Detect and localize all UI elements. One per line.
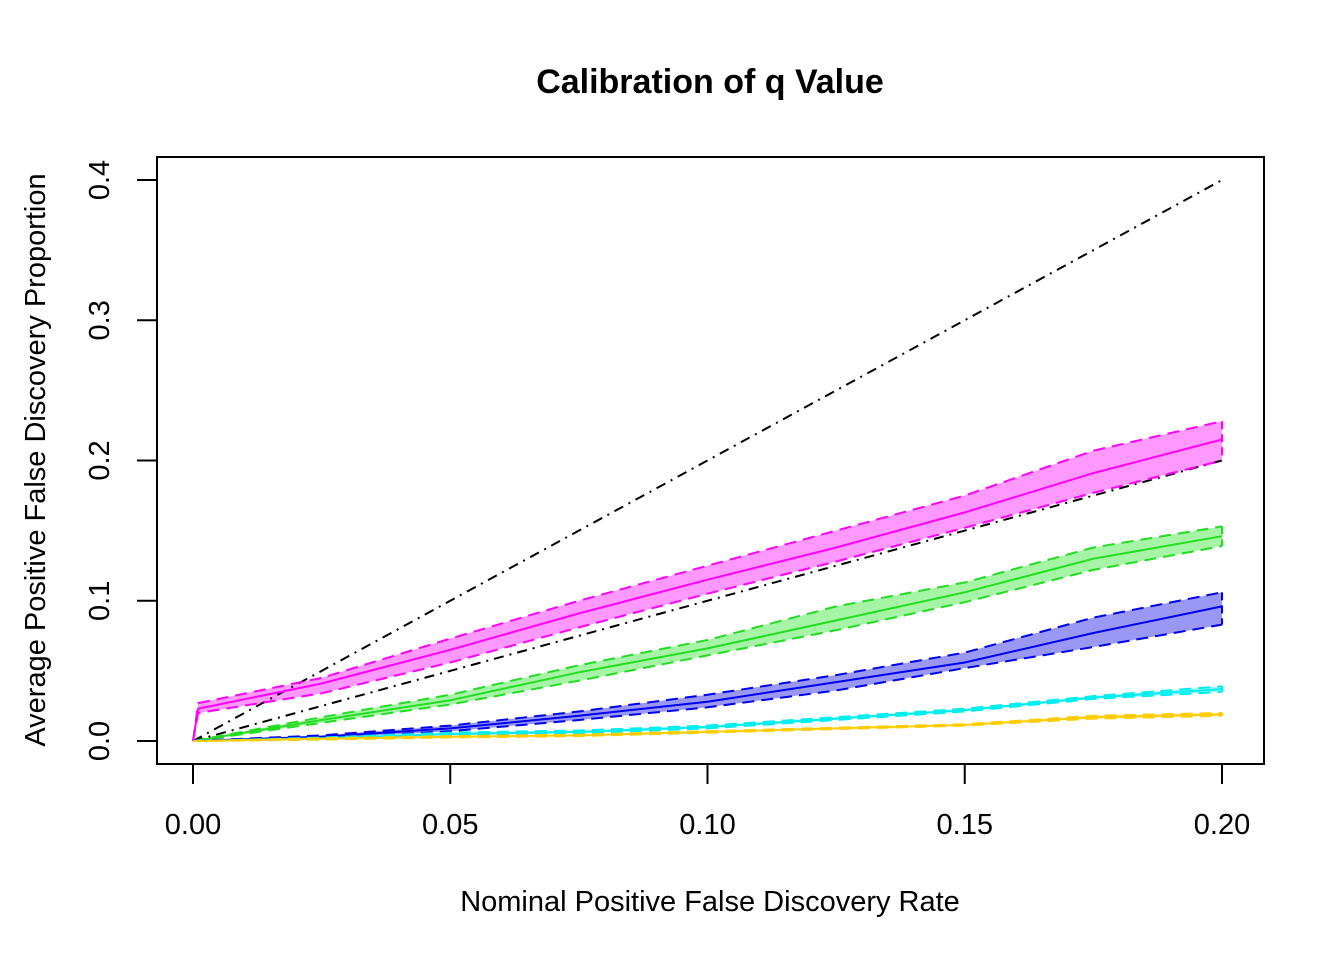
reference-line-y-equals-2x xyxy=(192,179,1223,742)
y-tick-label: 0.3 xyxy=(84,300,116,340)
mean-line-orange xyxy=(193,713,1223,742)
y-tick-label: 0.1 xyxy=(84,581,116,621)
y-axis: 0.0 0.1 0.2 0.3 0.4 xyxy=(84,160,158,761)
x-axis-label: Nominal Positive False Discovery Rate xyxy=(460,886,960,918)
x-tick-label: 0.05 xyxy=(422,809,478,841)
lower-bound-line-green xyxy=(192,545,1223,742)
band-magenta xyxy=(193,421,1222,741)
mean-line-magenta xyxy=(192,438,1223,742)
x-tick-label: 0.20 xyxy=(1194,809,1250,841)
band-green xyxy=(193,526,1222,741)
y-tick-label: 0.2 xyxy=(84,440,116,480)
plot-area xyxy=(192,179,1223,742)
x-tick-label: 0.10 xyxy=(679,809,735,841)
upper-bound-line-green xyxy=(192,525,1223,742)
y-tick-label: 0.4 xyxy=(84,160,116,200)
y-tick-label: 0.0 xyxy=(84,721,116,761)
lower-bound-line-magenta xyxy=(192,459,1223,742)
chart-title: Calibration of q Value xyxy=(536,63,884,101)
y-axis-label: Average Positive False Discovery Proport… xyxy=(20,173,52,746)
x-axis: 0.00 0.05 0.10 0.15 0.20 xyxy=(165,763,1250,841)
x-tick-label: 0.15 xyxy=(937,809,993,841)
reference-line-y-equals-x xyxy=(192,459,1223,742)
mean-line-green xyxy=(192,535,1223,742)
upper-bound-line-magenta xyxy=(192,420,1223,742)
x-tick-label: 0.00 xyxy=(165,809,221,841)
